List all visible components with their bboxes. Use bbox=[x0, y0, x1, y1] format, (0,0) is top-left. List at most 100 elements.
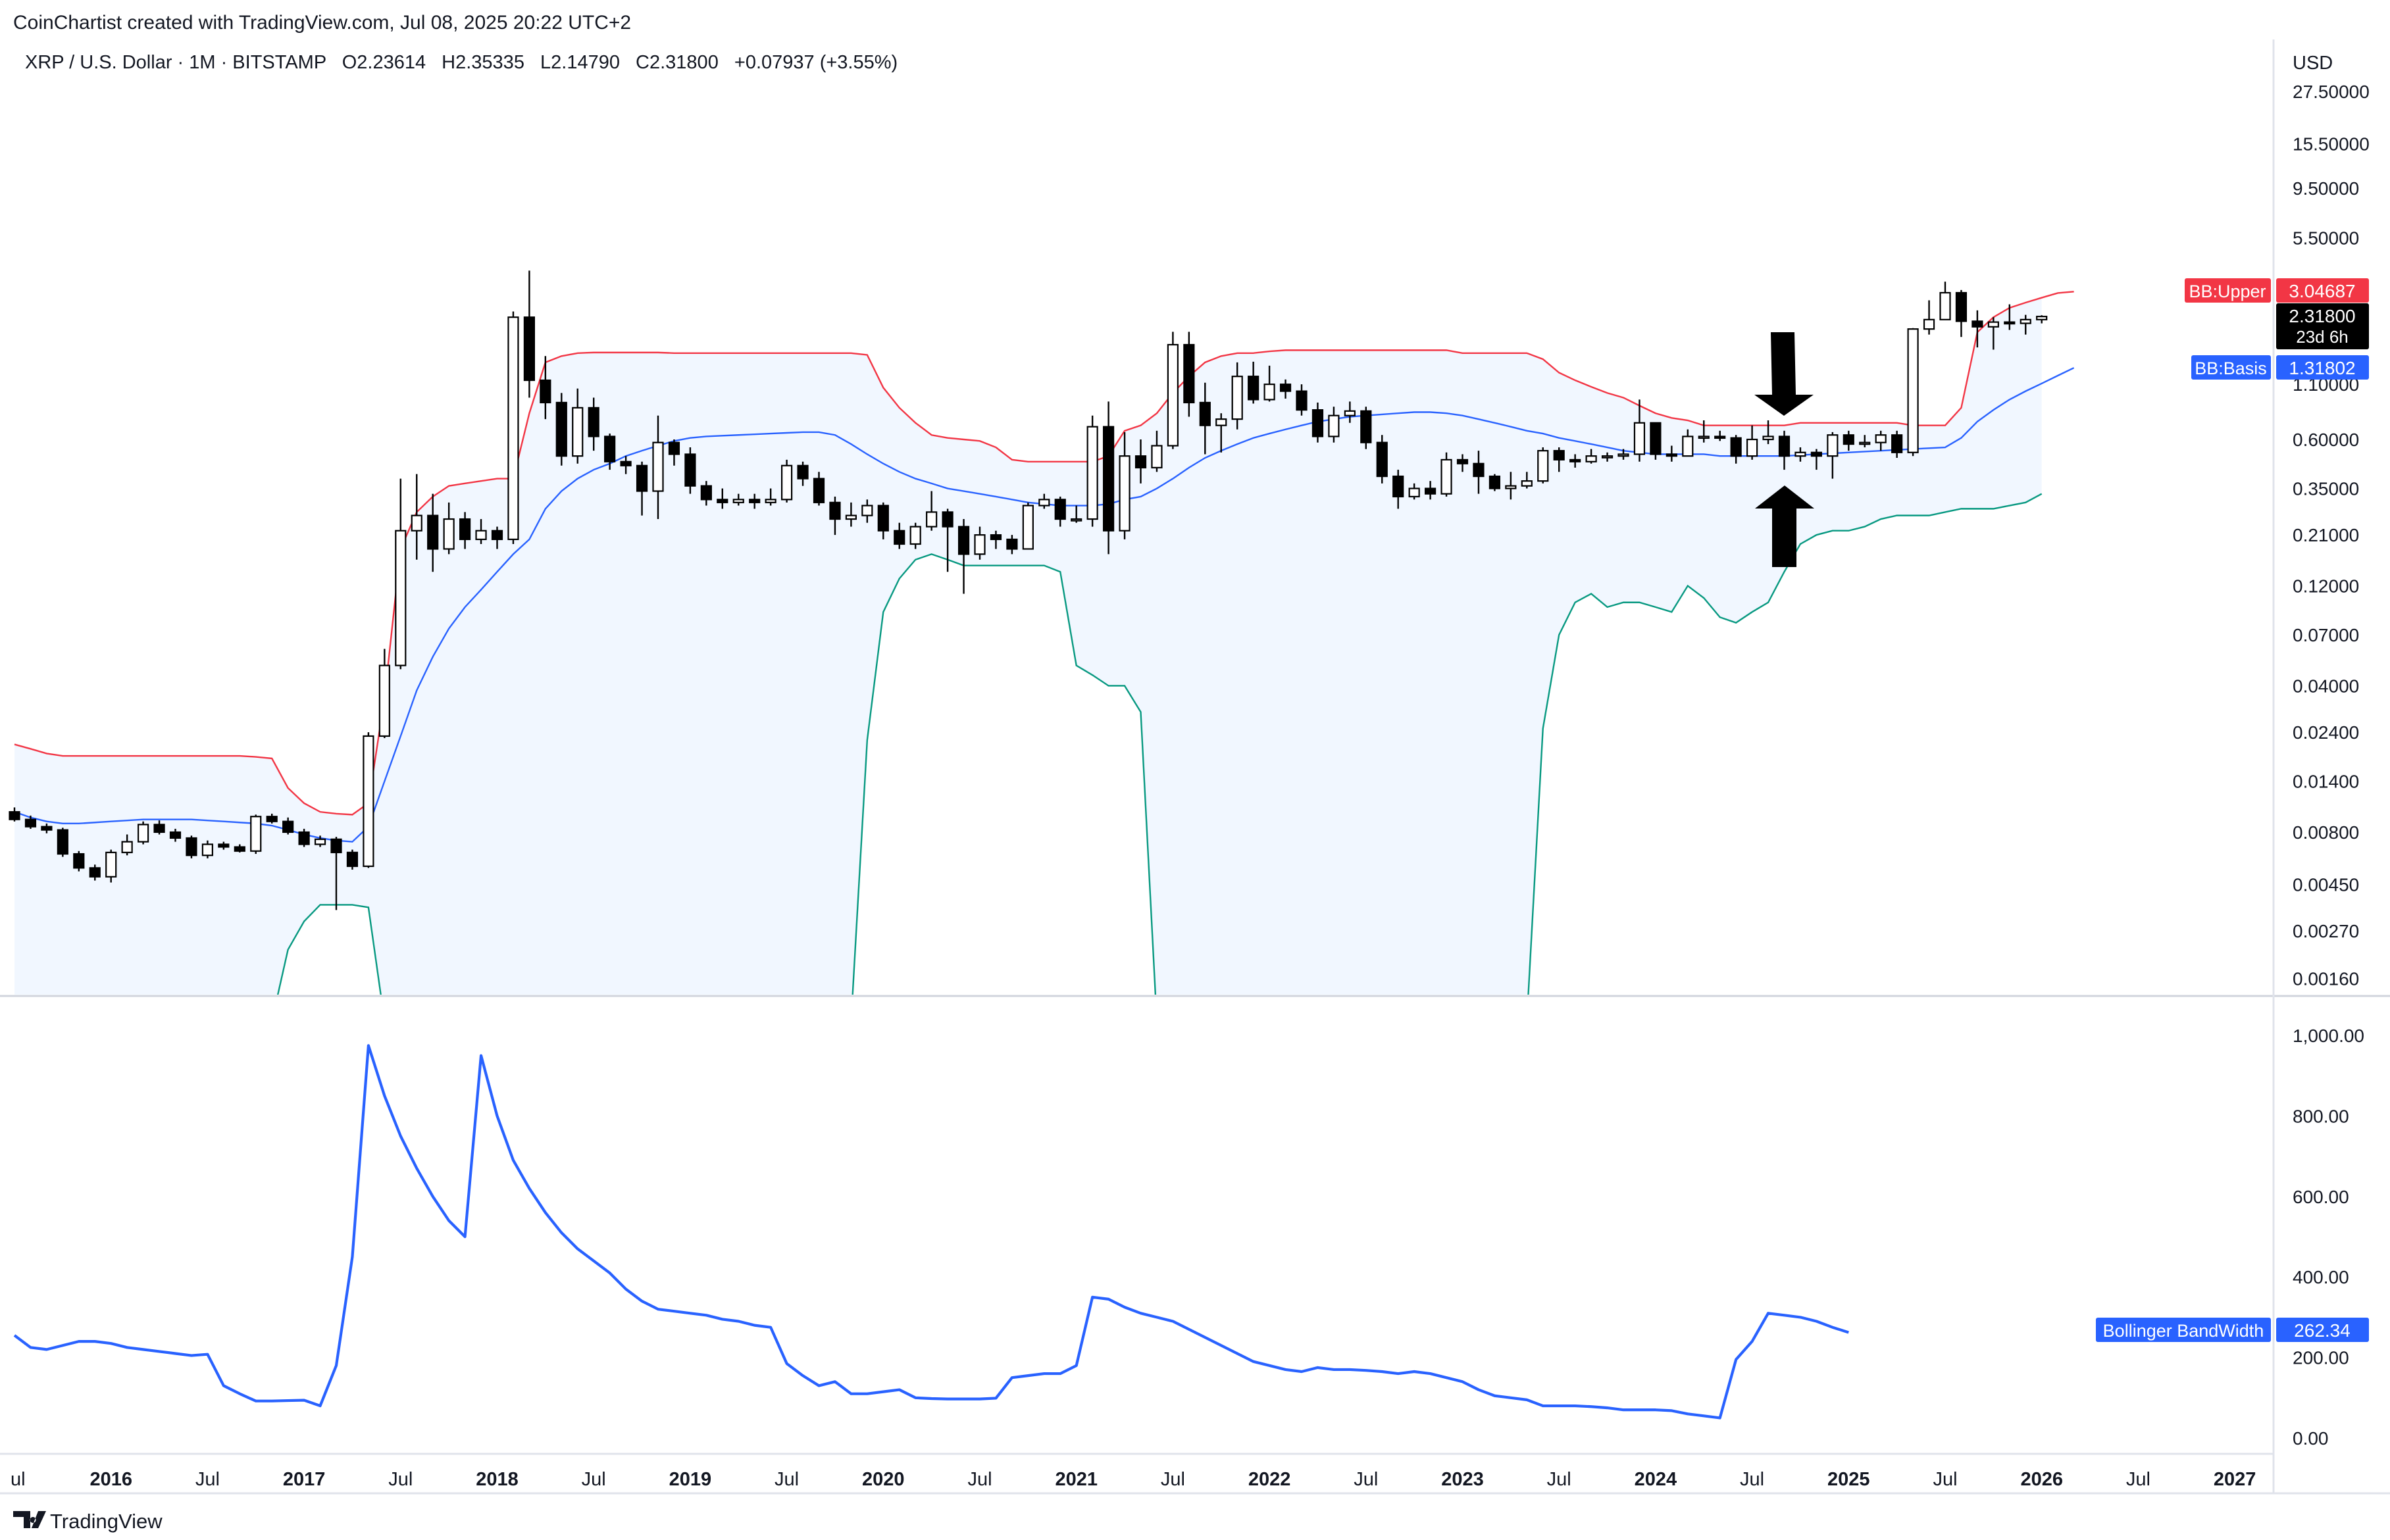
candle[interactable] bbox=[218, 841, 230, 850]
price-pane[interactable] bbox=[9, 270, 2075, 1021]
candle[interactable] bbox=[73, 851, 85, 872]
candle[interactable] bbox=[1971, 310, 1983, 348]
candle[interactable] bbox=[1987, 317, 1999, 350]
candle[interactable] bbox=[1231, 362, 1243, 430]
candle[interactable] bbox=[1440, 452, 1452, 497]
candle[interactable] bbox=[2020, 314, 2031, 335]
bandwidth-axis[interactable]: 1,000.00 800.00 600.00 400.00 200.00 0.00 bbox=[2293, 1026, 2364, 1449]
candle[interactable] bbox=[1167, 332, 1179, 449]
candle[interactable] bbox=[1891, 430, 1903, 459]
candle[interactable] bbox=[684, 447, 696, 494]
candle[interactable] bbox=[443, 502, 455, 555]
candle[interactable] bbox=[1843, 430, 1854, 451]
candle[interactable] bbox=[1392, 470, 1404, 509]
candle[interactable] bbox=[732, 493, 744, 506]
candle[interactable] bbox=[1633, 399, 1646, 462]
candle[interactable] bbox=[1473, 451, 1485, 494]
candle[interactable] bbox=[363, 732, 374, 868]
candle[interactable] bbox=[138, 821, 149, 845]
candle[interactable] bbox=[829, 496, 841, 535]
candle[interactable] bbox=[459, 512, 471, 549]
candle[interactable] bbox=[1907, 328, 1919, 457]
candle[interactable] bbox=[1071, 505, 1082, 523]
candle[interactable] bbox=[266, 813, 278, 824]
candle[interactable] bbox=[1456, 454, 1469, 472]
candle[interactable] bbox=[1151, 430, 1163, 472]
candle[interactable] bbox=[1778, 430, 1791, 470]
candle[interactable] bbox=[1553, 447, 1565, 472]
candle[interactable] bbox=[9, 807, 20, 822]
candle[interactable] bbox=[1279, 379, 1292, 399]
candle[interactable] bbox=[717, 488, 728, 509]
candle[interactable] bbox=[636, 461, 648, 516]
candle[interactable] bbox=[1714, 430, 1726, 441]
candle[interactable] bbox=[1086, 415, 1098, 527]
candle[interactable] bbox=[1923, 300, 1935, 335]
candle[interactable] bbox=[1328, 407, 1340, 443]
candle[interactable] bbox=[877, 502, 889, 539]
currency-label[interactable]: USD bbox=[2293, 53, 2333, 74]
candle[interactable] bbox=[121, 834, 133, 856]
candle[interactable] bbox=[926, 491, 938, 531]
candle[interactable] bbox=[1344, 401, 1356, 423]
candle[interactable] bbox=[2036, 315, 2048, 324]
candle[interactable] bbox=[1537, 447, 1549, 484]
candle[interactable] bbox=[1730, 435, 1742, 464]
candle[interactable] bbox=[314, 835, 326, 847]
candle[interactable] bbox=[1263, 365, 1275, 402]
candle[interactable] bbox=[1248, 361, 1259, 404]
candle[interactable] bbox=[957, 519, 970, 594]
candle[interactable] bbox=[1521, 472, 1533, 489]
bb-upper-line[interactable] bbox=[14, 291, 2074, 816]
candle[interactable] bbox=[1794, 447, 1806, 462]
candle[interactable] bbox=[652, 415, 664, 520]
candle[interactable] bbox=[89, 864, 101, 881]
candle[interactable] bbox=[1425, 481, 1437, 500]
candle[interactable] bbox=[749, 493, 761, 509]
candle[interactable] bbox=[1006, 535, 1018, 555]
candle[interactable] bbox=[540, 356, 551, 420]
candle[interactable] bbox=[1505, 472, 1517, 500]
bb-lower-line[interactable] bbox=[14, 493, 2043, 1021]
symbol-title[interactable]: XRP / U.S. Dollar · 1M · BITSTAMP bbox=[25, 52, 326, 73]
candle[interactable] bbox=[1311, 402, 1324, 443]
candle[interactable] bbox=[1746, 425, 1758, 460]
candle[interactable] bbox=[1665, 445, 1677, 462]
candle[interactable] bbox=[1488, 474, 1500, 491]
time-axis[interactable]: ul 2016 Jul 2017 Jul 2018 Jul 2019 Jul 2020 Jul 202… bbox=[11, 1469, 2256, 1490]
candle[interactable] bbox=[427, 493, 439, 572]
candle[interactable] bbox=[572, 388, 584, 464]
candle[interactable] bbox=[24, 815, 37, 829]
candle[interactable] bbox=[1939, 282, 1951, 320]
candle[interactable] bbox=[861, 499, 873, 523]
candle[interactable] bbox=[105, 849, 117, 883]
candle[interactable] bbox=[1875, 430, 1887, 451]
candle[interactable] bbox=[298, 828, 310, 847]
candle[interactable] bbox=[990, 530, 1002, 549]
candle[interactable] bbox=[780, 459, 793, 503]
candle[interactable] bbox=[974, 526, 986, 560]
candle[interactable] bbox=[169, 828, 182, 842]
candle[interactable] bbox=[1569, 454, 1581, 468]
candle[interactable] bbox=[1296, 384, 1308, 416]
candle[interactable] bbox=[1955, 289, 1968, 337]
candle[interactable] bbox=[1859, 435, 1871, 448]
candle[interactable] bbox=[1183, 332, 1195, 417]
candle[interactable] bbox=[250, 814, 262, 855]
candle[interactable] bbox=[1022, 502, 1034, 550]
candle[interactable] bbox=[1215, 413, 1227, 453]
candle[interactable] bbox=[894, 522, 905, 549]
candle[interactable] bbox=[1054, 496, 1066, 527]
bandwidth-line[interactable] bbox=[13, 1044, 1849, 1420]
candle[interactable] bbox=[909, 522, 921, 549]
candle[interactable] bbox=[2004, 304, 2016, 330]
candle[interactable] bbox=[813, 472, 825, 506]
candle[interactable] bbox=[1408, 483, 1420, 500]
candle[interactable] bbox=[620, 456, 632, 474]
candle[interactable] bbox=[700, 481, 712, 506]
candle[interactable] bbox=[1102, 401, 1115, 555]
candle[interactable] bbox=[346, 849, 359, 870]
candle[interactable] bbox=[1038, 493, 1050, 509]
candle[interactable] bbox=[604, 434, 616, 470]
candle[interactable] bbox=[845, 502, 857, 527]
